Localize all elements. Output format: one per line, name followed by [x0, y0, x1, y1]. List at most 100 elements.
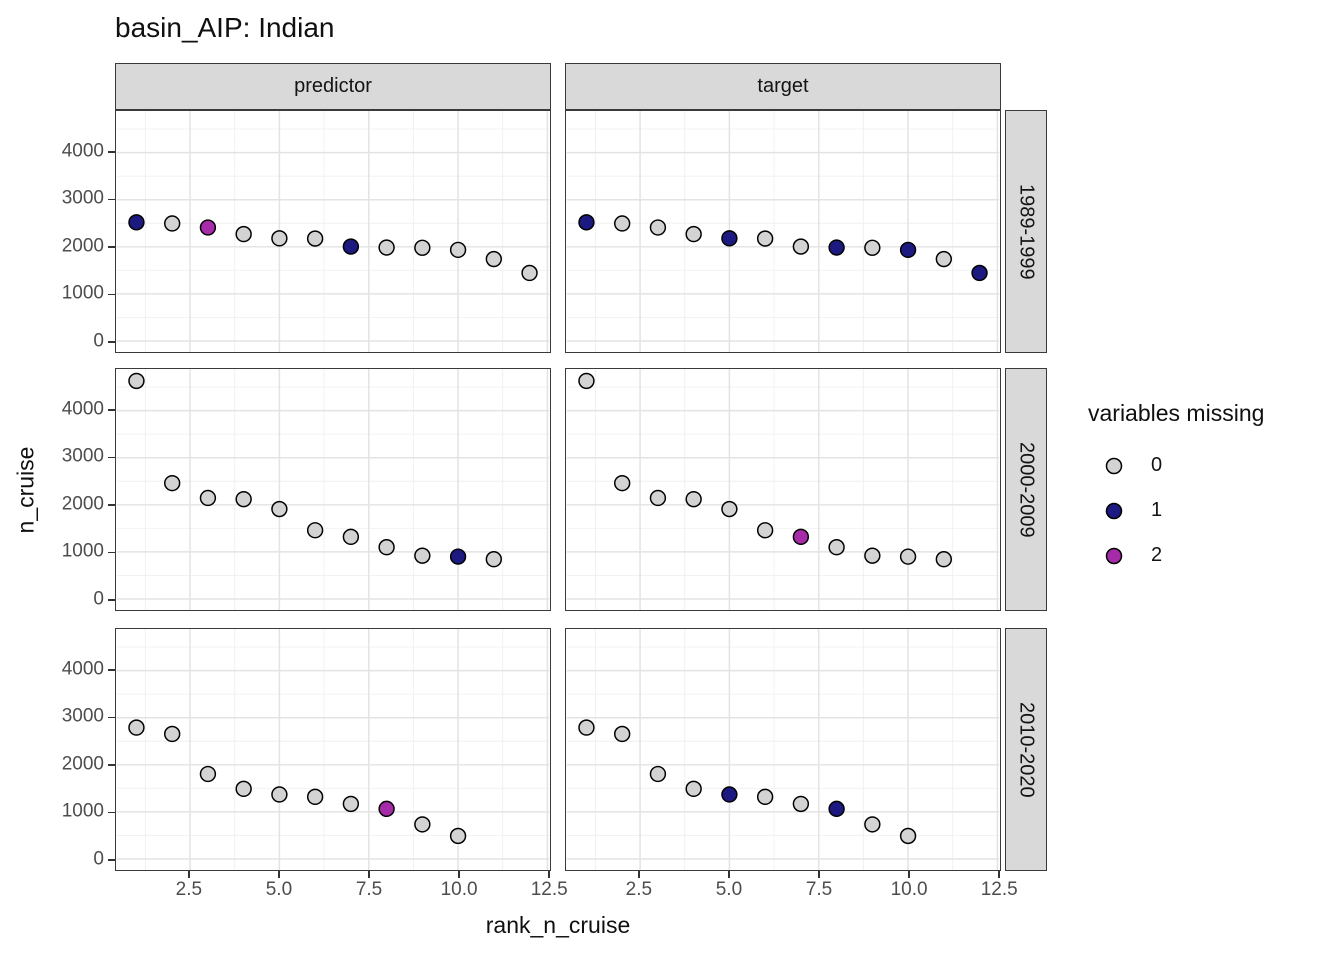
x-tick-mark — [278, 871, 280, 878]
data-point — [342, 238, 360, 255]
data-point — [378, 800, 395, 818]
data-point — [864, 547, 881, 564]
data-point — [614, 474, 631, 492]
legend-item-1: 1 — [1088, 488, 1264, 533]
facet-row-label: 2010-2020 — [1015, 701, 1038, 798]
x-tick-mark — [818, 871, 820, 878]
data-point — [578, 719, 595, 736]
y-tick-label: 3000 — [61, 187, 104, 209]
data-point — [685, 225, 702, 243]
y-tick-mark — [108, 198, 115, 201]
data-point — [935, 250, 952, 268]
panel-predictor-2010-2020 — [115, 628, 551, 871]
x-tick-mark — [548, 871, 551, 878]
data-point — [721, 230, 738, 247]
legend-item-0: 0 — [1088, 443, 1264, 488]
data-point — [899, 548, 917, 565]
y-tick-mark — [108, 859, 115, 861]
data-point — [721, 500, 738, 518]
data-point — [271, 786, 288, 803]
facet-row-strip-2000-2009: 2000-2009 — [1005, 368, 1047, 611]
y-tick-label: 4000 — [61, 658, 104, 680]
y-tick-label: 0 — [93, 848, 104, 870]
data-point — [828, 239, 845, 256]
x-tick-label: 5.0 — [265, 879, 293, 900]
y-tick-mark — [108, 409, 115, 411]
data-point — [342, 528, 360, 546]
y-tick-label: 2000 — [61, 493, 104, 515]
legend-label: 0 — [1151, 454, 1163, 476]
y-tick-label: 1000 — [61, 540, 104, 562]
panel-plot-area — [566, 629, 1000, 870]
panel-plot-area — [566, 111, 1000, 352]
data-point — [935, 551, 952, 568]
legend-title: variables missing — [1088, 400, 1265, 426]
data-point — [792, 528, 810, 546]
y-tick-mark — [108, 811, 115, 814]
facet-row-label: 1989-1999 — [1015, 183, 1038, 280]
x-tick-label: 10.0 — [440, 879, 478, 900]
facet-col-label: predictor — [294, 75, 372, 97]
data-point — [164, 474, 181, 492]
panel-target-1989-1999 — [565, 110, 1001, 353]
data-point — [721, 786, 738, 803]
x-tick-mark — [368, 871, 370, 878]
panel-plot-area — [116, 369, 550, 610]
data-point — [306, 230, 324, 247]
panel-predictor-1989-1999 — [115, 110, 551, 353]
data-point — [899, 241, 917, 259]
data-point — [756, 522, 774, 539]
data-point — [449, 827, 467, 845]
facet-row-label: 2000-2009 — [1015, 441, 1038, 538]
data-point — [306, 522, 324, 539]
y-tick-mark — [108, 504, 115, 506]
data-point — [306, 788, 324, 806]
data-point — [199, 489, 217, 507]
data-point — [378, 539, 395, 556]
data-point — [414, 816, 431, 833]
x-tick-label: 2.5 — [175, 879, 203, 900]
y-tick-mark — [108, 246, 115, 248]
data-point — [864, 816, 881, 833]
legend: variables missing 0 1 2 — [1088, 400, 1264, 578]
data-point — [449, 241, 467, 259]
y-tick-label: 2000 — [61, 753, 104, 775]
y-tick-label: 3000 — [61, 445, 104, 467]
data-point — [414, 547, 431, 564]
y-tick-label: 0 — [93, 588, 104, 610]
x-tick-mark — [908, 871, 910, 878]
y-tick-label: 1000 — [61, 800, 104, 822]
legend-items: 0 1 2 — [1088, 443, 1264, 578]
y-tick-mark — [108, 764, 115, 766]
x-tick-mark — [998, 871, 1001, 878]
panel-target-2000-2009 — [565, 368, 1001, 611]
y-tick-label: 1000 — [61, 282, 104, 304]
x-tick-label: 10.0 — [890, 879, 928, 900]
data-point — [235, 490, 252, 508]
y-tick-label: 0 — [93, 330, 104, 352]
legend-label: 1 — [1151, 499, 1163, 521]
data-point — [828, 539, 845, 556]
x-tick-mark — [458, 871, 460, 878]
data-point — [199, 219, 217, 236]
data-point — [235, 225, 252, 243]
data-point — [614, 725, 631, 743]
y-tick-mark — [108, 716, 115, 719]
data-point — [971, 264, 988, 282]
data-point — [128, 214, 145, 231]
legend-label: 2 — [1151, 544, 1163, 566]
legend-key-icon — [1105, 457, 1123, 474]
y-tick-label: 4000 — [61, 140, 104, 162]
data-point — [899, 827, 917, 845]
data-point — [792, 238, 810, 255]
panel-target-2010-2020 — [565, 628, 1001, 871]
x-tick-label: 7.5 — [805, 879, 833, 900]
data-point — [378, 239, 395, 256]
data-point — [649, 765, 667, 783]
y-tick-label: 4000 — [61, 398, 104, 420]
x-tick-mark — [187, 871, 190, 878]
panel-plot-area — [566, 369, 1000, 610]
data-point — [485, 250, 502, 268]
y-tick-mark — [108, 293, 115, 296]
panel-plot-area — [116, 629, 550, 870]
